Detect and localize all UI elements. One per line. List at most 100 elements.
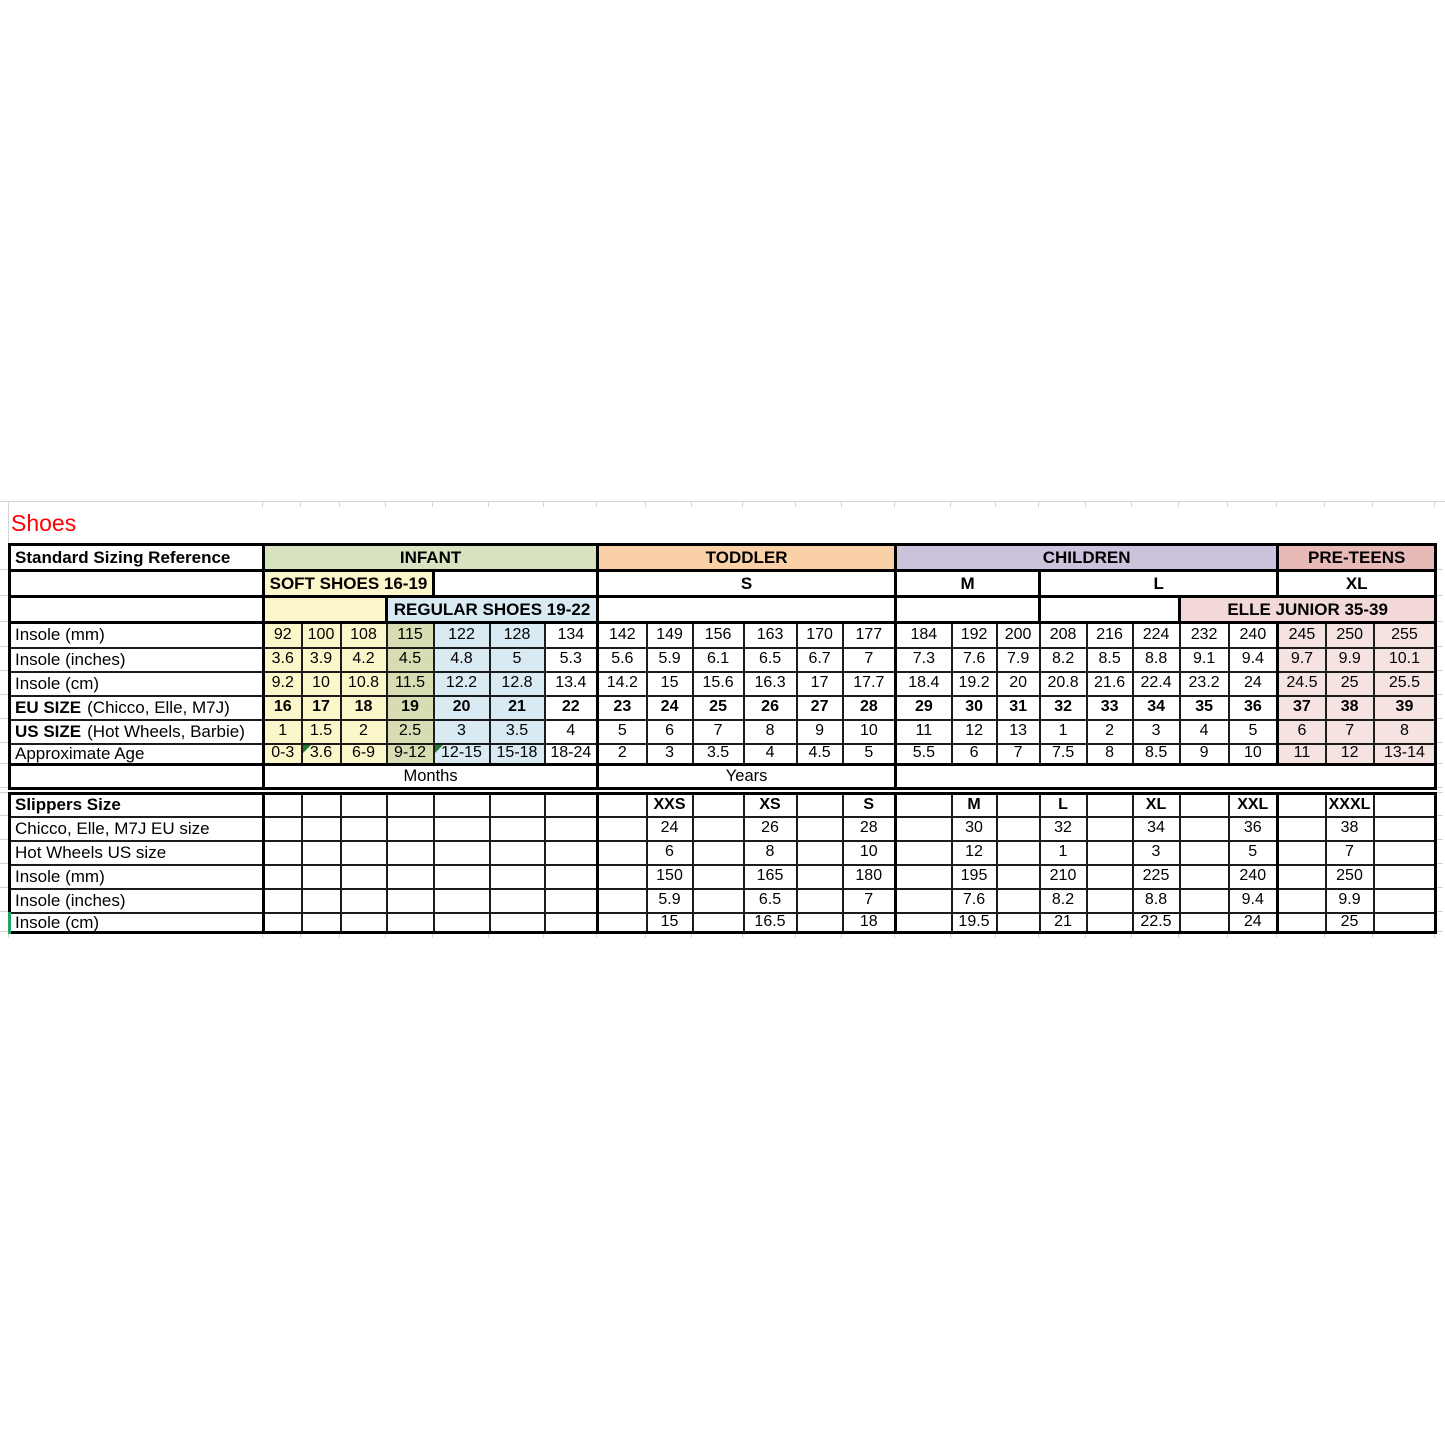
empty-cell[interactable] — [795, 815, 844, 842]
empty-cell[interactable] — [795, 839, 844, 866]
size-cell[interactable]: 21.6 — [1085, 670, 1134, 697]
size-cell[interactable]: 24 — [645, 815, 694, 842]
empty-cell[interactable] — [262, 911, 303, 934]
empty-cell[interactable] — [1178, 792, 1230, 818]
empty-cell[interactable] — [691, 815, 745, 842]
size-cell[interactable]: 36 — [1227, 815, 1279, 842]
size-cell[interactable]: 142 — [596, 621, 648, 649]
size-cell[interactable]: 108 — [339, 621, 388, 649]
empty-cell[interactable] — [300, 839, 342, 866]
size-cell[interactable]: 163 — [742, 621, 798, 649]
empty-cell[interactable] — [894, 792, 953, 818]
size-cell[interactable]: 1.5 — [300, 718, 342, 745]
size-cell[interactable]: 5 — [596, 718, 648, 745]
empty-cell[interactable] — [543, 887, 599, 914]
empty-cell[interactable] — [1276, 863, 1327, 890]
size-cell[interactable]: 3.5 — [488, 718, 546, 745]
size-cell[interactable]: 184 — [894, 621, 953, 649]
row-label[interactable]: Insole (cm) — [8, 670, 265, 697]
size-cell[interactable]: 5 — [488, 646, 546, 673]
size-cell[interactable]: 3 — [1131, 718, 1181, 745]
size-cell[interactable]: 14.2 — [596, 670, 648, 697]
slipper-size-header[interactable]: M — [950, 792, 998, 818]
size-cell[interactable]: 16.5 — [742, 911, 798, 934]
empty-cell[interactable] — [339, 863, 388, 890]
size-cell[interactable]: 4 — [742, 742, 798, 766]
empty-cell[interactable] — [385, 887, 435, 914]
row-label[interactable]: Insole (mm) — [8, 863, 265, 890]
size-cell[interactable]: 128 — [488, 621, 546, 649]
size-cell[interactable]: 7 — [841, 887, 897, 914]
size-cell[interactable]: 150 — [645, 863, 694, 890]
header-children[interactable]: CHILDREN — [894, 543, 1280, 572]
size-cell[interactable]: 22 — [543, 694, 599, 721]
size-cell[interactable]: 6 — [645, 718, 694, 745]
header-size-m[interactable]: M — [894, 569, 1042, 598]
empty-cell[interactable] — [385, 839, 435, 866]
size-cell[interactable]: 92 — [262, 621, 303, 649]
empty-cell[interactable] — [385, 792, 435, 818]
size-cell[interactable]: 0-3 — [262, 742, 303, 766]
size-cell[interactable]: 3.6 — [300, 742, 342, 766]
size-cell[interactable]: 6-9 — [339, 742, 388, 766]
empty-cell[interactable] — [995, 792, 1041, 818]
empty-cell[interactable] — [1276, 815, 1327, 842]
size-cell[interactable]: 20.8 — [1038, 670, 1088, 697]
size-cell[interactable]: 3.5 — [691, 742, 745, 766]
empty-cell[interactable] — [1085, 815, 1134, 842]
size-cell[interactable]: 2 — [596, 742, 648, 766]
size-cell[interactable]: 18-24 — [543, 742, 599, 766]
size-cell[interactable]: 240 — [1227, 863, 1279, 890]
empty-cell[interactable] — [8, 569, 265, 598]
size-cell[interactable]: 8.5 — [1131, 742, 1181, 766]
empty-cell[interactable] — [262, 839, 303, 866]
empty-cell[interactable] — [488, 815, 546, 842]
empty-cell[interactable] — [691, 911, 745, 934]
empty-cell[interactable] — [262, 792, 303, 818]
row-label[interactable]: Insole (cm) — [8, 911, 265, 934]
size-cell[interactable]: 18 — [339, 694, 388, 721]
empty-cell[interactable] — [543, 792, 599, 818]
months-cell[interactable]: Months — [261, 763, 600, 790]
size-cell[interactable]: 210 — [1038, 863, 1088, 890]
size-cell[interactable]: 5 — [1227, 839, 1279, 866]
empty-cell[interactable] — [596, 863, 648, 890]
empty-cell[interactable] — [543, 863, 599, 890]
empty-cell[interactable] — [1085, 887, 1134, 914]
empty-cell[interactable] — [8, 595, 265, 624]
empty-cell[interactable] — [262, 815, 303, 842]
size-cell[interactable]: 36 — [1227, 694, 1279, 721]
size-cell[interactable]: 192 — [950, 621, 998, 649]
empty-cell[interactable] — [1276, 887, 1327, 914]
empty-cell[interactable] — [300, 863, 342, 890]
size-cell[interactable]: 22.4 — [1131, 670, 1181, 697]
size-cell[interactable]: 225 — [1131, 863, 1181, 890]
size-cell[interactable]: 4 — [1178, 718, 1230, 745]
size-cell[interactable]: 20 — [995, 670, 1041, 697]
empty-cell[interactable] — [432, 815, 491, 842]
empty-cell[interactable] — [691, 839, 745, 866]
size-cell[interactable]: 8.2 — [1038, 887, 1088, 914]
size-cell[interactable]: 11 — [1276, 742, 1327, 766]
empty-cell[interactable] — [1085, 863, 1134, 890]
size-cell[interactable]: 30 — [950, 815, 998, 842]
empty-cell[interactable] — [488, 911, 546, 934]
size-cell[interactable]: 17.7 — [841, 670, 897, 697]
size-cell[interactable]: 9.9 — [1324, 646, 1375, 673]
empty-cell[interactable] — [8, 763, 265, 790]
size-cell[interactable]: 6.7 — [795, 646, 844, 673]
size-cell[interactable]: 195 — [950, 863, 998, 890]
size-cell[interactable]: 13 — [995, 718, 1041, 745]
size-cell[interactable]: 9.4 — [1227, 646, 1279, 673]
size-cell[interactable]: 39 — [1372, 694, 1437, 721]
empty-cell[interactable] — [596, 815, 648, 842]
size-cell[interactable]: 25.5 — [1372, 670, 1437, 697]
size-cell[interactable]: 26 — [742, 815, 798, 842]
empty-cell[interactable] — [995, 839, 1041, 866]
size-cell[interactable]: 5 — [1227, 718, 1279, 745]
size-cell[interactable]: 24 — [1227, 911, 1279, 934]
empty-cell[interactable] — [262, 887, 303, 914]
size-cell[interactable]: 12.8 — [488, 670, 546, 697]
size-cell[interactable]: 17 — [795, 670, 844, 697]
empty-cell[interactable] — [300, 792, 342, 818]
